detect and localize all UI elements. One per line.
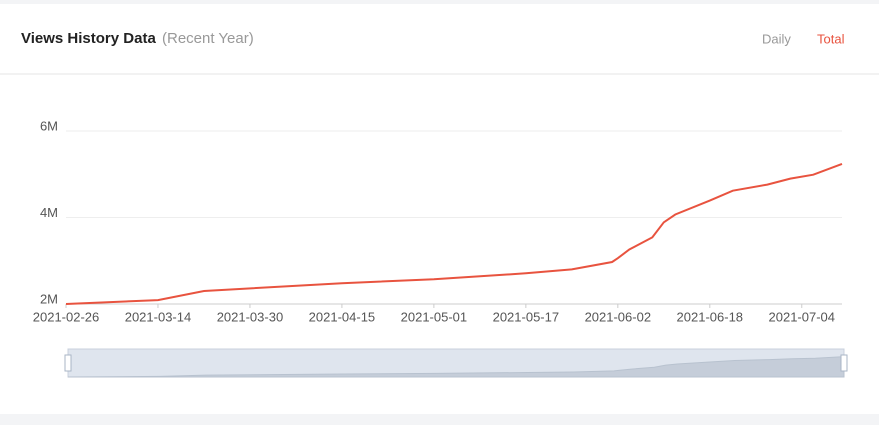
x-tick-label: 2021-04-15 xyxy=(309,309,376,324)
y-tick-label: 2M xyxy=(40,291,58,306)
y-tick-label: 4M xyxy=(40,205,58,220)
zoom-handle[interactable] xyxy=(64,354,72,372)
y-tick-label: 6M xyxy=(40,118,58,133)
x-tick-label: 2021-02-26 xyxy=(33,309,100,324)
card xyxy=(0,4,879,414)
tab-total[interactable]: Total xyxy=(817,31,845,46)
x-tick-label: 2021-07-04 xyxy=(769,309,836,324)
x-tick-label: 2021-06-02 xyxy=(585,309,652,324)
x-tick-label: 2021-06-18 xyxy=(677,309,744,324)
tab-daily[interactable]: Daily xyxy=(762,31,791,46)
series-line xyxy=(65,162,843,305)
x-tick-label: 2021-05-01 xyxy=(401,309,468,324)
x-tick-label: 2021-03-30 xyxy=(217,309,284,324)
x-tick-label: 2021-03-14 xyxy=(125,309,192,324)
chart-title: Views History Data xyxy=(21,30,156,47)
x-tick-label: 2021-05-17 xyxy=(493,309,560,324)
zoom-preview xyxy=(67,356,845,378)
zoom-handle[interactable] xyxy=(840,354,848,372)
chart-subtitle: (Recent Year) xyxy=(162,30,254,47)
